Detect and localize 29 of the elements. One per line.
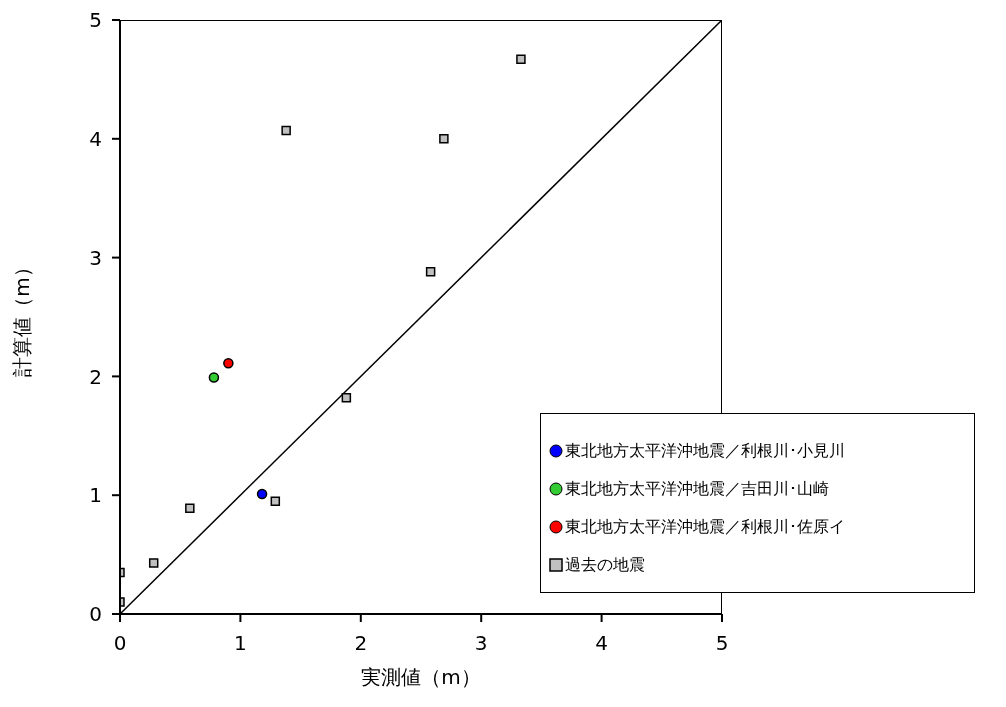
point xyxy=(516,54,526,64)
point xyxy=(270,496,281,506)
point xyxy=(223,358,234,369)
point xyxy=(185,503,195,514)
legend-label: 過去の地震 xyxy=(565,554,645,576)
x-tick-label: 2 xyxy=(354,631,368,656)
y-tick-label: 3 xyxy=(89,245,102,270)
point xyxy=(208,372,220,383)
x-tick-label: 4 xyxy=(595,631,608,656)
legend-label: 東北地方太平洋沖地震／吉田川･山崎 xyxy=(565,478,829,500)
y-axis-title: 計算値（m） xyxy=(10,257,35,377)
legend-label: 東北地方太平洋沖地震／利根川･小見川 xyxy=(565,440,845,462)
x-tick-label: 1 xyxy=(234,631,247,656)
y-tick-label: 5 xyxy=(89,8,102,33)
x-tick-label: 3 xyxy=(474,631,488,656)
x-tick-label: 0 xyxy=(113,631,127,656)
point xyxy=(341,393,352,403)
point xyxy=(148,558,159,568)
x-axis-title: 実測値（m） xyxy=(361,665,481,689)
y-tick-label: 1 xyxy=(89,483,102,508)
x-tick-label: 5 xyxy=(715,631,729,656)
y-tick-label: 2 xyxy=(89,364,102,389)
point xyxy=(425,267,436,277)
y-tick-label: 0 xyxy=(89,602,102,627)
point xyxy=(439,134,449,144)
legend-label: 東北地方太平洋沖地震／利根川･佐原イ xyxy=(565,516,845,538)
point xyxy=(256,488,268,500)
point xyxy=(281,125,291,136)
y-tick-label: 4 xyxy=(89,126,102,151)
